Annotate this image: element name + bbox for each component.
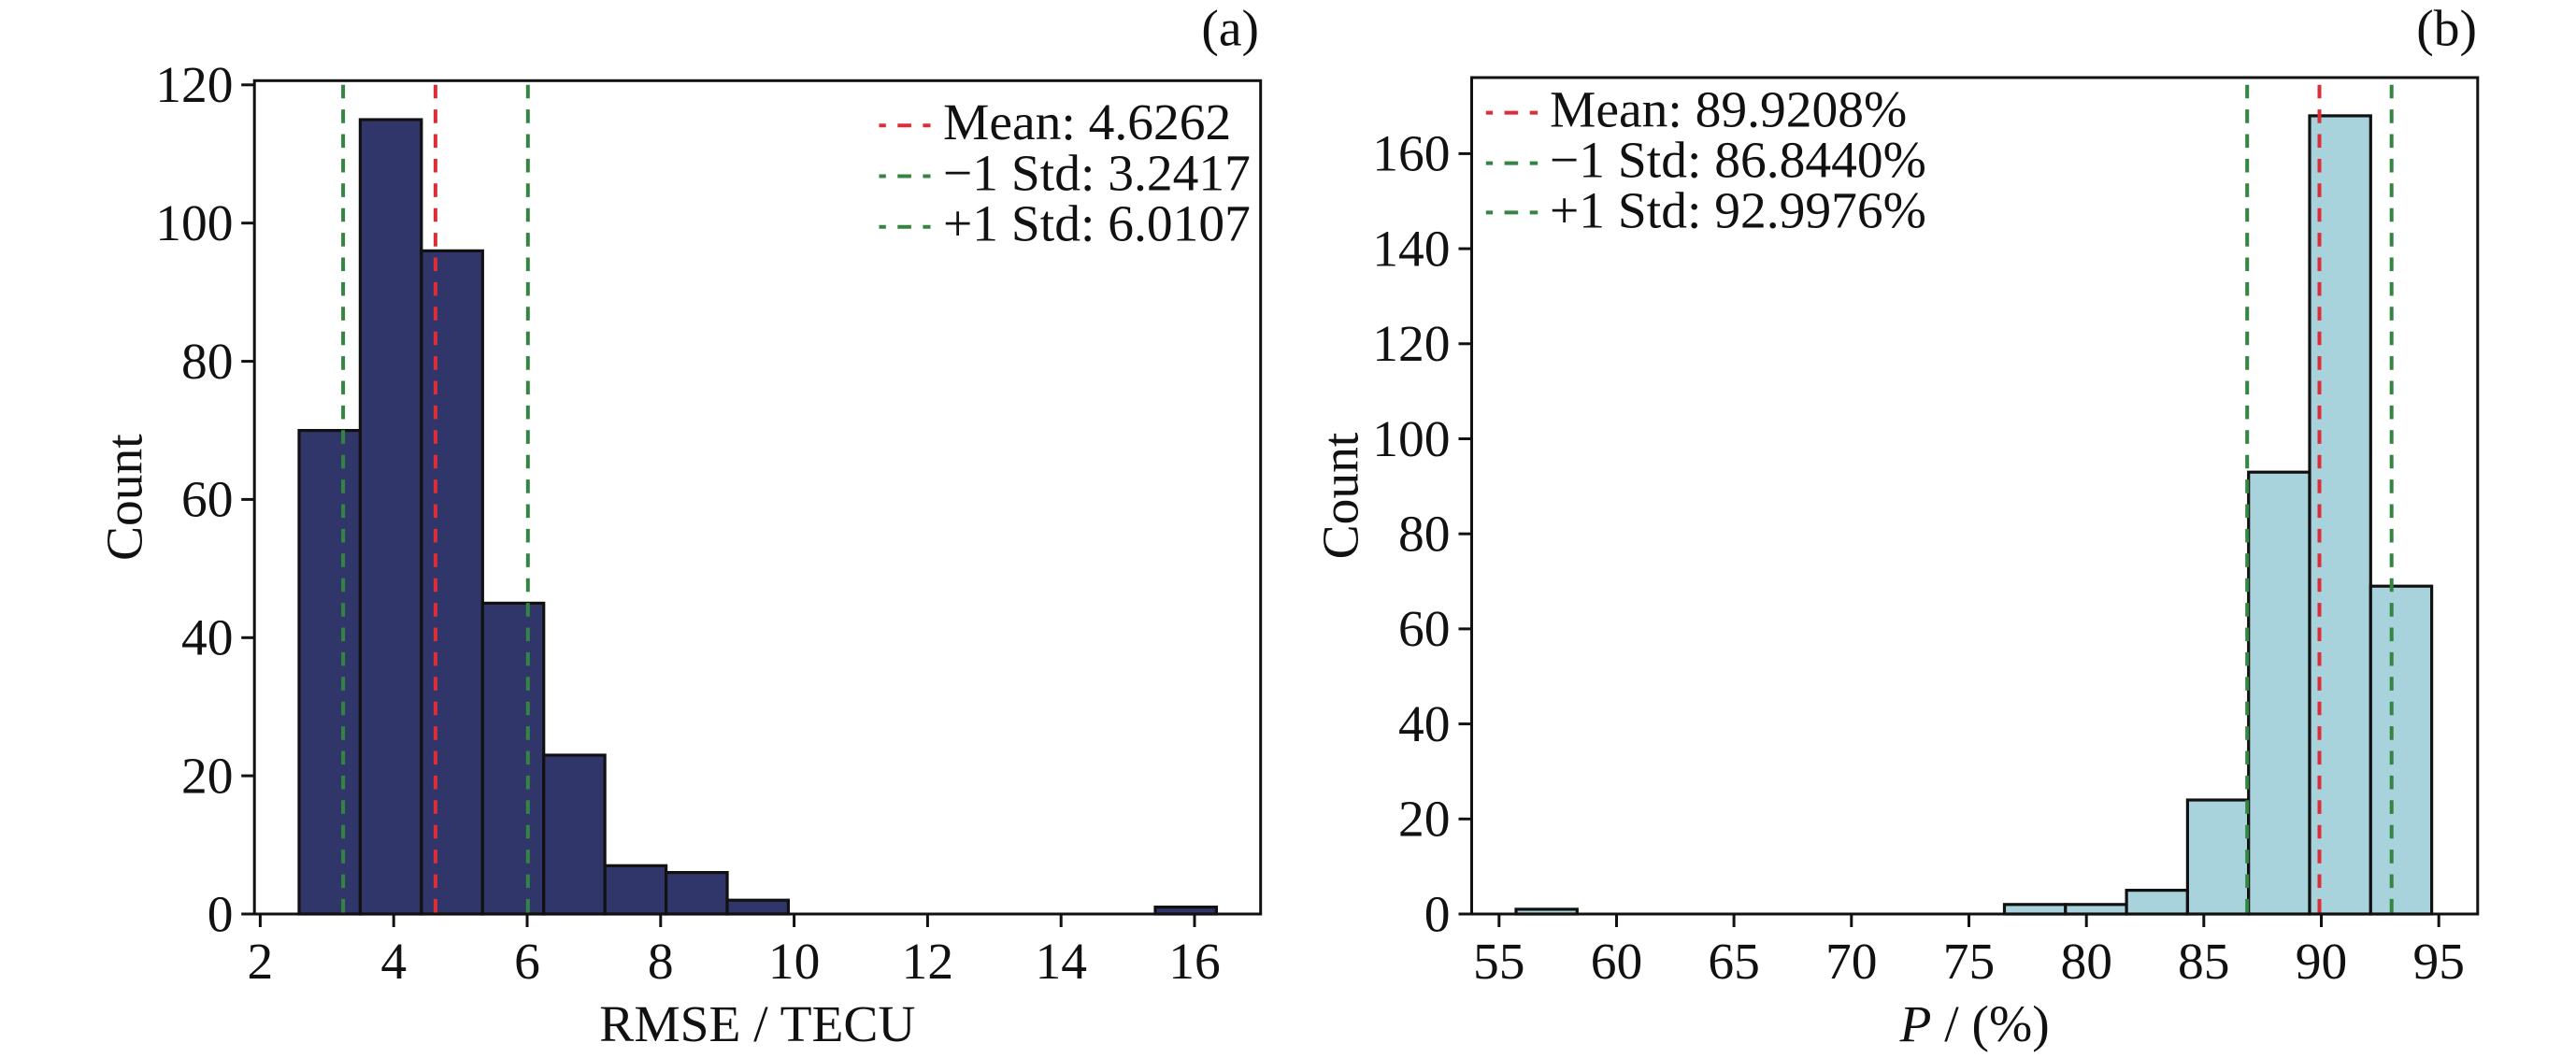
svg-text:0: 0 <box>208 886 234 943</box>
svg-text:−1 Std: 3.2417: −1 Std: 3.2417 <box>943 145 1251 202</box>
svg-text:85: 85 <box>2178 934 2230 991</box>
svg-text:60: 60 <box>181 472 234 529</box>
svg-text:Count: Count <box>1313 432 1370 559</box>
svg-text:80: 80 <box>1398 507 1451 564</box>
svg-text:95: 95 <box>2412 934 2465 991</box>
svg-text:60: 60 <box>1591 934 1643 991</box>
svg-text:Count: Count <box>97 434 154 561</box>
svg-text:(a): (a) <box>1201 1 1259 58</box>
svg-text:65: 65 <box>1708 934 1760 991</box>
svg-text:0: 0 <box>1424 886 1451 943</box>
svg-text:120: 120 <box>1372 316 1450 373</box>
svg-text:Mean: 4.6262: Mean: 4.6262 <box>943 94 1231 151</box>
svg-text:120: 120 <box>155 57 233 114</box>
svg-text:160: 160 <box>1372 126 1450 183</box>
svg-text:10: 10 <box>768 934 821 991</box>
svg-text:80: 80 <box>181 334 234 391</box>
svg-text:75: 75 <box>1943 934 1996 991</box>
svg-text:70: 70 <box>1825 934 1878 991</box>
svg-text:2: 2 <box>248 934 274 991</box>
svg-text:40: 40 <box>1398 696 1451 753</box>
svg-text:P / (%): P / (%) <box>1898 996 2049 1053</box>
svg-text:6: 6 <box>514 934 540 991</box>
svg-text:20: 20 <box>1398 792 1451 849</box>
svg-text:−1 Std: 86.8440%: −1 Std: 86.8440% <box>1550 133 1926 190</box>
svg-text:(b): (b) <box>2416 1 2477 58</box>
svg-text:90: 90 <box>2296 934 2348 991</box>
svg-text:4: 4 <box>380 934 407 991</box>
svg-text:Mean: 89.9208%: Mean: 89.9208% <box>1550 82 1907 139</box>
svg-text:16: 16 <box>1168 934 1221 991</box>
svg-text:140: 140 <box>1372 221 1450 278</box>
svg-text:100: 100 <box>1372 411 1450 468</box>
svg-text:55: 55 <box>1473 934 1525 991</box>
svg-text:20: 20 <box>181 748 234 805</box>
svg-text:+1 Std: 6.0107: +1 Std: 6.0107 <box>943 196 1251 253</box>
svg-text:+1 Std: 92.9976%: +1 Std: 92.9976% <box>1550 183 1926 240</box>
svg-text:60: 60 <box>1398 601 1451 658</box>
svg-text:80: 80 <box>2060 934 2112 991</box>
svg-text:100: 100 <box>155 195 233 252</box>
svg-text:14: 14 <box>1035 934 1087 991</box>
svg-text:RMSE / TECU: RMSE / TECU <box>599 996 915 1053</box>
svg-text:40: 40 <box>181 610 234 667</box>
svg-text:8: 8 <box>648 934 674 991</box>
svg-text:12: 12 <box>902 934 954 991</box>
